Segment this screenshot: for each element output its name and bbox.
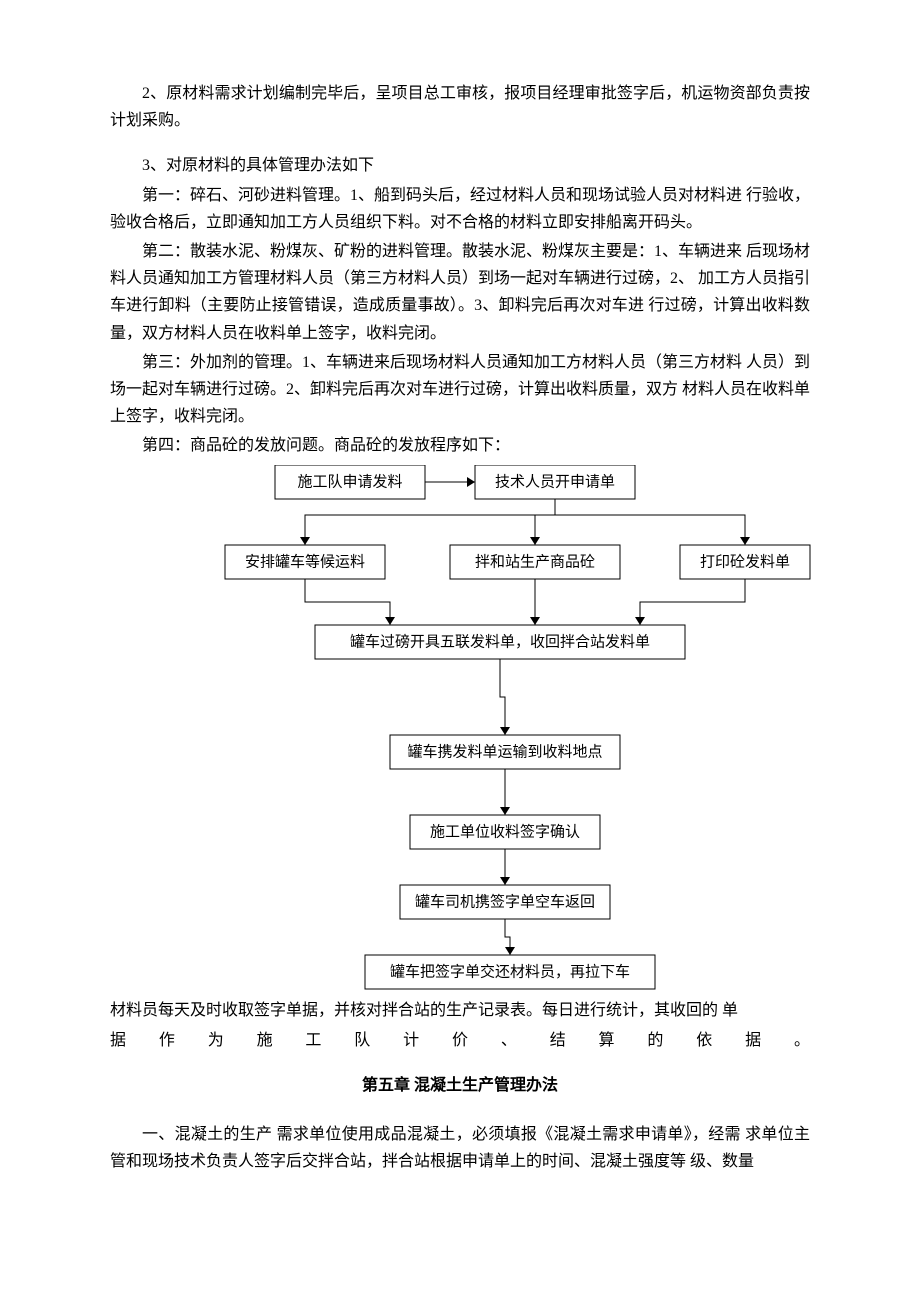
svg-text:技术人员开申请单: 技术人员开申请单 <box>495 474 615 491</box>
svg-text:打印砼发料单: 打印砼发料单 <box>700 554 790 571</box>
paragraph-item-2: 2、原材料需求计划编制完毕后，呈项目总工审核，报项目经理审批签字后，机运物资部负… <box>110 80 810 134</box>
flowchart-node-n1: 施工队申请发料 <box>275 465 425 499</box>
flowchart-node-n10: 罐车把签字单交还材料员，再拉下车 <box>365 955 655 989</box>
svg-text:罐车携发料单运输到收料地点: 罐车携发料单运输到收料地点 <box>407 744 602 761</box>
svg-text:罐车把签字单交还材料员，再拉下车: 罐车把签字单交还材料员，再拉下车 <box>390 963 630 981</box>
svg-text:拌和站生产商品砼: 拌和站生产商品砼 <box>475 554 595 571</box>
paragraph-method-1: 第一：碎石、河砂进料管理。1、船到码头后，经过材料人员和现场试验人员对材料进 行… <box>110 182 810 236</box>
svg-text:罐车过磅开具五联发料单，收回拌合站发料单: 罐车过磅开具五联发料单，收回拌合站发料单 <box>350 634 650 651</box>
flowchart-node-n2: 技术人员开申请单 <box>475 465 635 499</box>
paragraph-item-3-heading: 3、对原材料的具体管理办法如下 <box>110 152 810 179</box>
flowchart-node-n3: 安排罐车等候运料 <box>225 545 385 579</box>
paragraph-after-flowchart-b: 据作为施工队计价、结算的依据。 <box>110 1027 810 1054</box>
svg-text:施工队申请发料: 施工队申请发料 <box>297 474 402 491</box>
chapter-5-title: 第五章 混凝土生产管理办法 <box>110 1072 810 1099</box>
paragraph-method-3: 第三：外加剂的管理。1、车辆进来后现场材料人员通知加工方材料人员（第三方材料 人… <box>110 349 810 431</box>
paragraph-method-2: 第二：散装水泥、粉煤灰、矿粉的进料管理。散装水泥、粉煤灰主要是：1、车辆进来 后… <box>110 238 810 347</box>
paragraph-method-4: 第四：商品砼的发放问题。商品砼的发放程序如下： <box>110 432 810 459</box>
document-page: 2、原材料需求计划编制完毕后，呈项目总工审核，报项目经理审批签字后，机运物资部负… <box>0 0 920 1233</box>
flowchart-node-n6: 罐车过磅开具五联发料单，收回拌合站发料单 <box>315 625 685 659</box>
flowchart-node-n4: 拌和站生产商品砼 <box>450 545 620 579</box>
flowchart-node-n7: 罐车携发料单运输到收料地点 <box>390 735 620 769</box>
flowchart-node-n9: 罐车司机携签字单空车返回 <box>400 885 610 919</box>
flowchart-node-n5: 打印砼发料单 <box>680 545 810 579</box>
svg-text:安排罐车等候运料: 安排罐车等候运料 <box>245 553 365 571</box>
svg-text:施工单位收料签字确认: 施工单位收料签字确认 <box>430 824 580 841</box>
flowchart-node-n8: 施工单位收料签字确认 <box>410 815 600 849</box>
section-concrete-production: 一、混凝土的生产 需求单位使用成品混凝土，必须填报《混凝土需求申请单》，经需 求… <box>110 1121 810 1175</box>
paragraph-after-flowchart-a: 材料员每天及时收取签字单据，并核对拌合站的生产记录表。每日进行统计，其收回的 单 <box>110 997 810 1024</box>
svg-text:罐车司机携签字单空车返回: 罐车司机携签字单空车返回 <box>415 894 595 911</box>
flowchart-concrete-dispatch: 施工队申请发料 技术人员开申请单安排罐车等候运料 拌和站生产商品砼 打印砼发料单罐车过… <box>110 465 870 993</box>
